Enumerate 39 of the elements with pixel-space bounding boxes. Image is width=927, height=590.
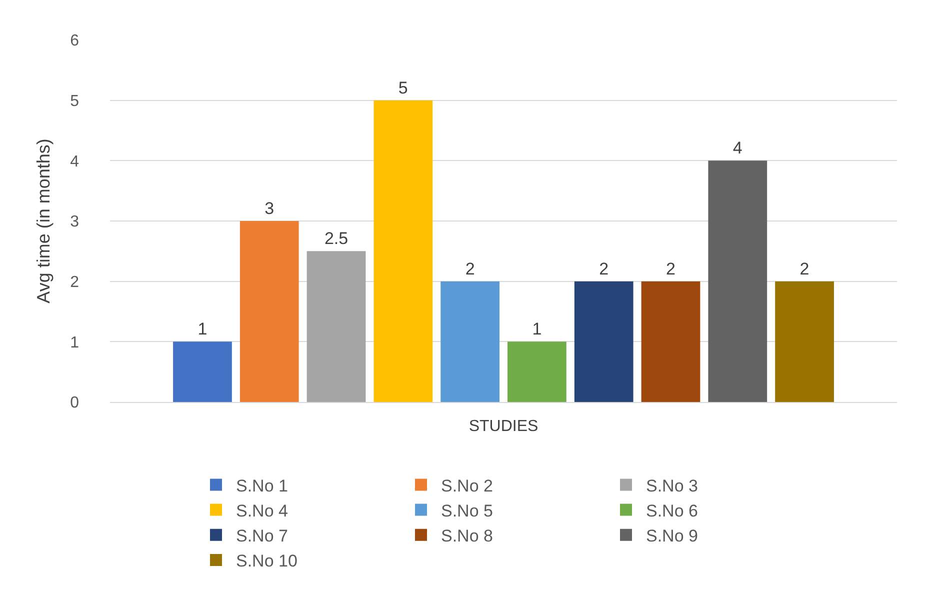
data-label: 2 — [666, 259, 676, 278]
x-axis-title: STUDIES — [468, 418, 538, 436]
y-tick-label: 3 — [70, 214, 80, 231]
bar — [240, 221, 299, 402]
data-label: 2.5 — [324, 229, 348, 248]
legend-label: S.No 10 — [236, 552, 298, 571]
data-label: 1 — [198, 320, 208, 339]
legend-label: S.No 5 — [441, 501, 493, 520]
data-label: 1 — [532, 320, 542, 339]
data-label: 2 — [465, 259, 475, 278]
y-tick-label: 1 — [70, 334, 80, 352]
legend-label: S.No 6 — [646, 501, 698, 520]
legend-label: S.No 7 — [236, 526, 288, 546]
legend-label: S.No 3 — [646, 476, 698, 496]
legend-label: S.No 2 — [441, 476, 493, 496]
y-tick-label: 4 — [70, 153, 80, 170]
data-label: 3 — [264, 199, 274, 218]
y-tick-label: 5 — [70, 92, 80, 110]
bar — [173, 342, 232, 402]
y-axis-title: Avg time (in months) — [33, 138, 54, 304]
legend-label: S.No 4 — [236, 501, 288, 520]
legend-label: S.No 9 — [646, 526, 698, 546]
bar — [306, 251, 366, 402]
bar — [508, 342, 566, 402]
y-tick-label: 6 — [70, 32, 80, 50]
y-tick-label: 0 — [70, 394, 80, 412]
bar — [641, 281, 700, 402]
bar — [775, 281, 834, 402]
legend-label: S.No 8 — [441, 526, 493, 546]
data-label: 4 — [732, 138, 742, 158]
legend-label: S.No 1 — [236, 476, 288, 496]
data-label: 2 — [800, 259, 810, 278]
bar — [708, 160, 768, 402]
bar — [440, 281, 500, 402]
data-label: 2 — [599, 259, 609, 278]
y-tick-label: 2 — [70, 274, 80, 291]
data-label: 5 — [398, 78, 408, 98]
bar — [574, 281, 634, 402]
bar — [374, 100, 433, 402]
